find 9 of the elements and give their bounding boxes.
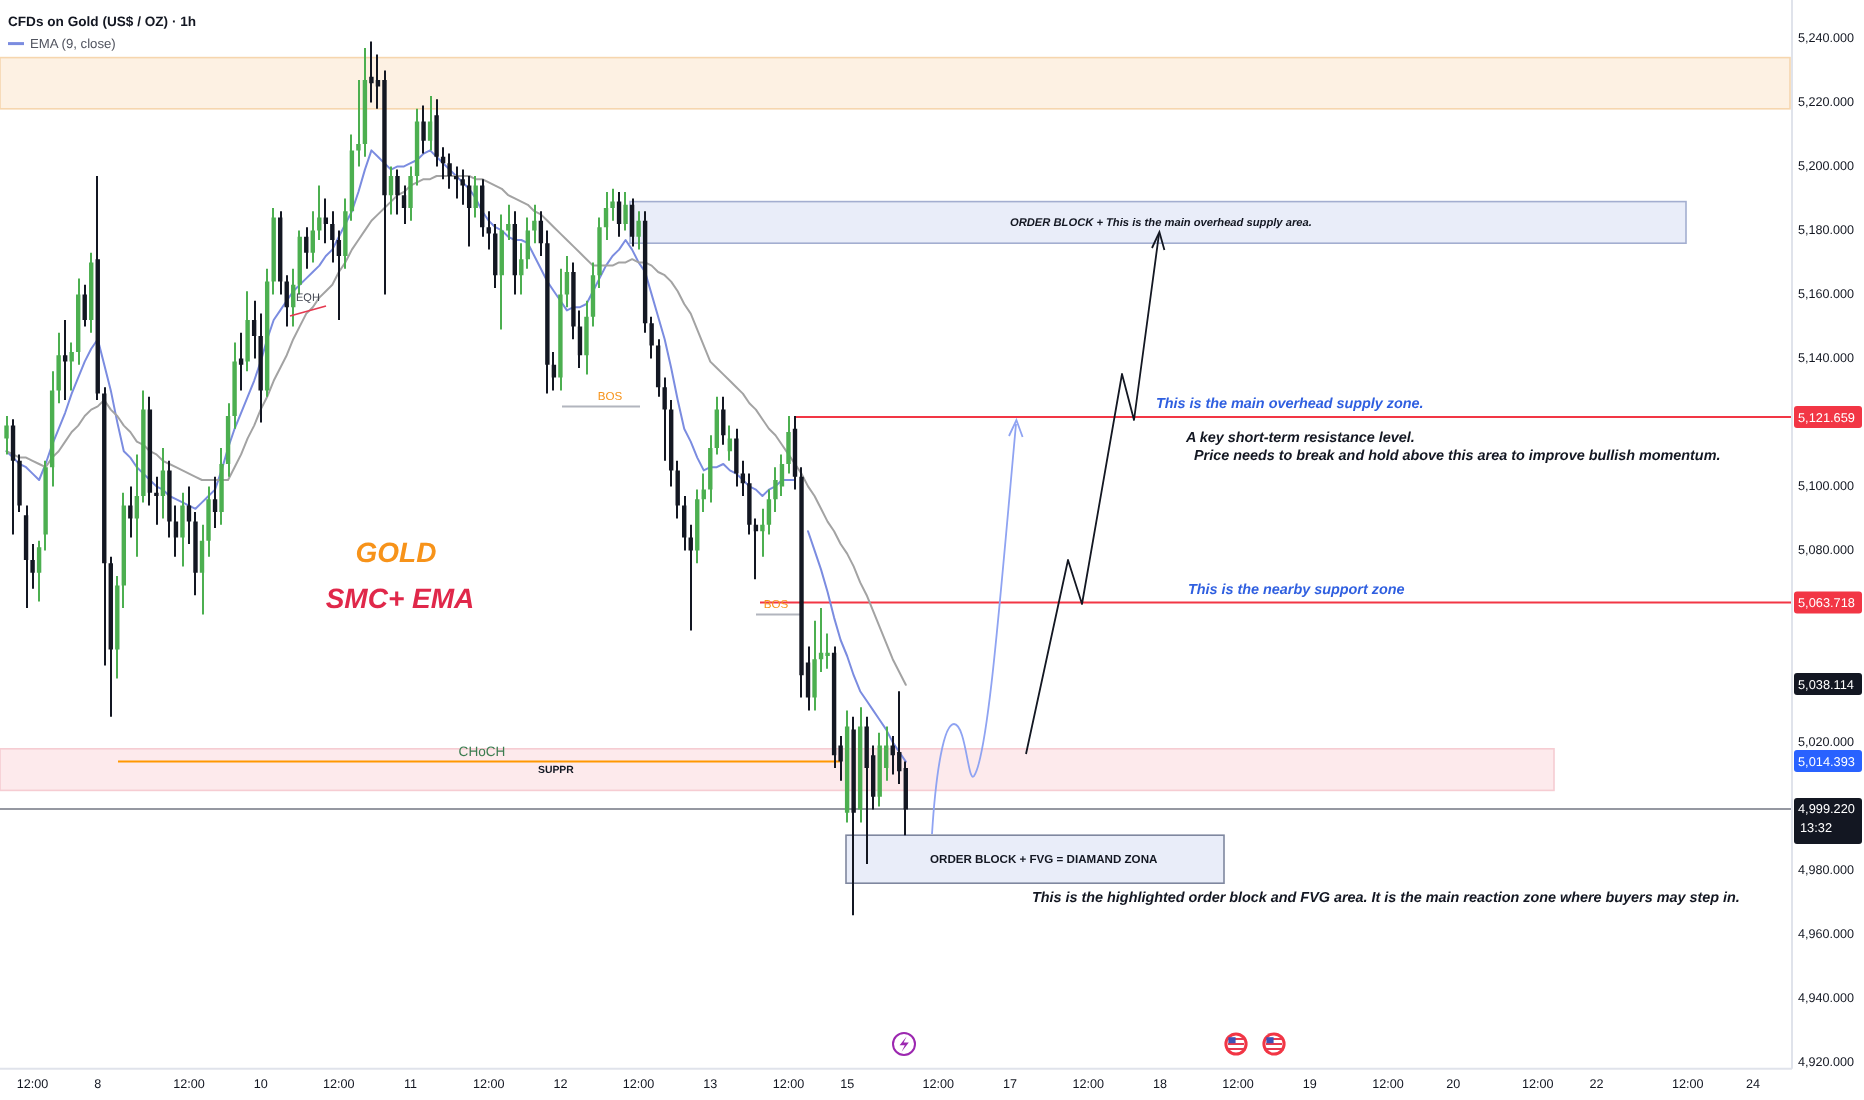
candlestick bbox=[62, 320, 68, 400]
candlestick bbox=[154, 476, 159, 525]
candlestick bbox=[69, 342, 74, 391]
annotation: SMC+ EMA bbox=[325, 582, 475, 614]
candlestick bbox=[369, 41, 374, 103]
line-series bbox=[5, 175, 907, 686]
candlestick bbox=[453, 166, 459, 199]
candlestick bbox=[238, 332, 244, 391]
annotation: GOLD bbox=[355, 536, 437, 568]
